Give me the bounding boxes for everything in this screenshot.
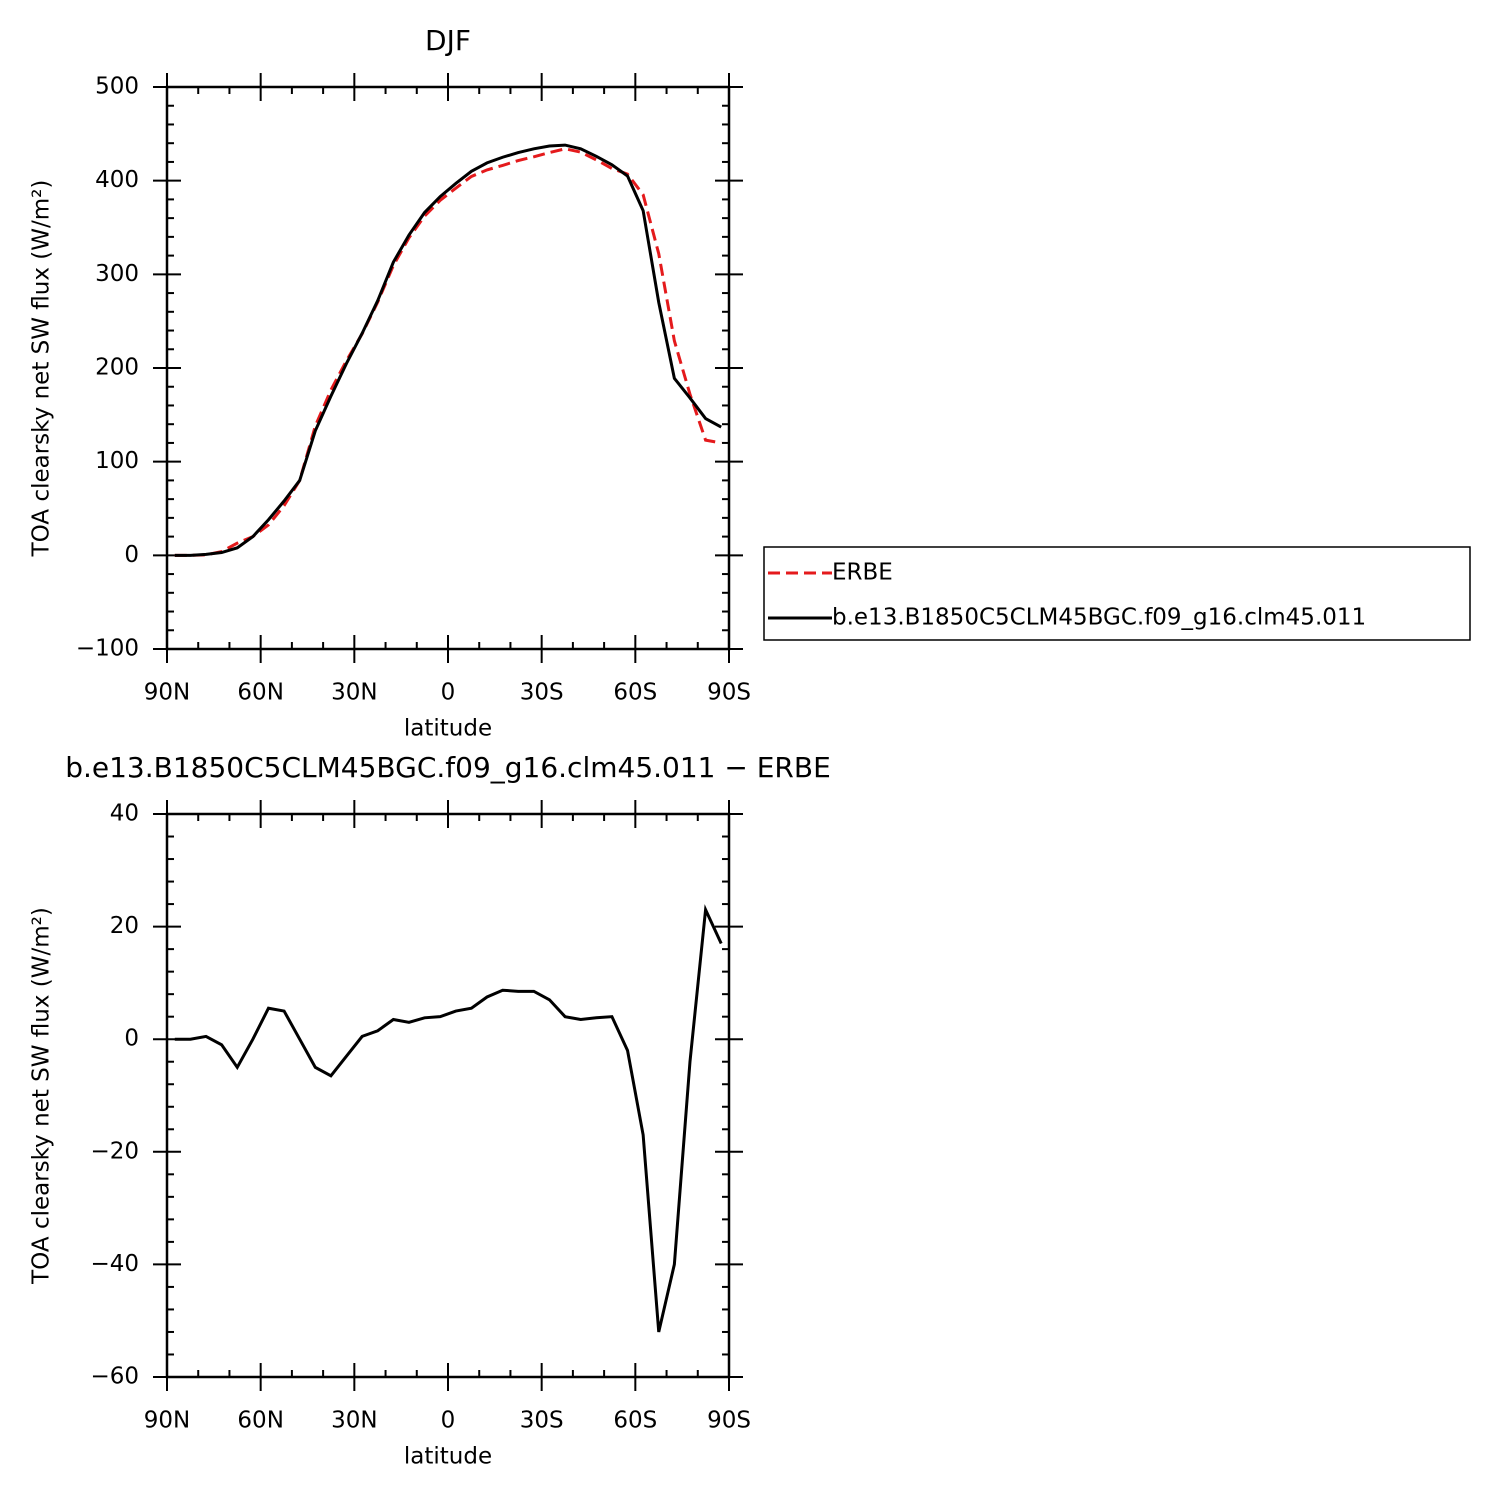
y-tick-label: −40 [90,1251,139,1277]
chart-title: b.e13.B1850C5CLM45BGC.f09_g16.clm45.011 … [65,751,831,784]
data-line [174,143,722,557]
y-axis-label: TOA clearsky net SW flux (W/m²) [29,907,55,1285]
data-line [174,904,723,1333]
x-tick-label: 30S [520,680,564,706]
x-tick-label: 30N [331,680,377,706]
y-tick-label: 200 [95,355,139,381]
x-axis-label: latitude [404,1444,492,1470]
y-tick-label: 500 [95,74,139,100]
x-tick-label: 60S [613,1408,657,1434]
x-tick-label: 90N [144,1408,190,1434]
y-tick-label: 100 [95,448,139,474]
x-tick-label: 90N [144,680,190,706]
y-tick-label: −60 [90,1364,139,1390]
y-tick-label: 20 [110,913,139,939]
plot-frame [165,85,731,651]
y-tick-label: 400 [95,167,139,193]
plot-frame [165,812,731,1379]
x-tick-label: 90S [707,680,751,706]
y-axis-label: TOA clearsky net SW flux (W/m²) [29,180,55,558]
legend-box [763,546,1471,641]
legend-label: ERBE [832,560,893,586]
x-tick-label: 60N [237,1408,283,1434]
y-tick-label: −100 [76,636,139,662]
x-tick-label: 30N [331,1408,377,1434]
x-tick-label: 60S [613,680,657,706]
x-axis-label: latitude [404,716,492,742]
y-tick-label: 300 [95,261,139,287]
x-tick-label: 60N [237,680,283,706]
x-tick-label: 0 [441,680,456,706]
x-tick-label: 90S [707,1408,751,1434]
y-tick-label: 0 [124,1026,139,1052]
x-tick-label: 30S [520,1408,564,1434]
legend-label: b.e13.B1850C5CLM45BGC.f09_g16.clm45.011 [832,605,1366,631]
y-tick-label: 40 [110,801,139,827]
chart-title: DJF [425,24,471,57]
y-tick-label: −20 [90,1138,139,1164]
data-line [174,147,722,557]
x-tick-label: 0 [441,1408,456,1434]
y-tick-label: 0 [124,542,139,568]
